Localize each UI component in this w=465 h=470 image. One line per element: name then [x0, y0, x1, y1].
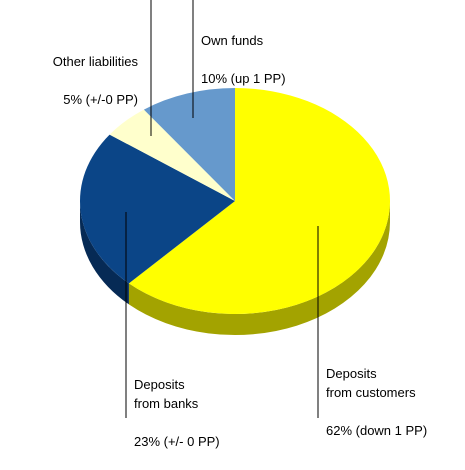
label: Own funds 10% (up 1 PP) — [201, 12, 286, 107]
label-name: Deposits from customers — [326, 366, 416, 400]
slice — [128, 88, 391, 314]
slice-side — [128, 201, 390, 335]
label-name: Own funds — [201, 33, 264, 48]
label-value: 23% (+/- 0 PP) — [134, 434, 220, 449]
label-value: 5% (+/-0 PP) — [63, 92, 138, 107]
slice — [79, 134, 235, 284]
label: Deposits from customers 62% (down 1 PP) — [326, 345, 427, 459]
slice — [143, 88, 235, 201]
label-value: 62% (down 1 PP) — [326, 423, 428, 438]
label-value: 10% (up 1 PP) — [201, 71, 286, 86]
slices — [79, 88, 391, 314]
chart — [79, 0, 391, 418]
slice-side — [80, 201, 129, 305]
label-name: Other liabilities — [52, 54, 138, 69]
sides — [80, 201, 390, 335]
page: Deposits from customers 62% (down 1 PP) … — [52, 0, 428, 449]
slice — [109, 109, 235, 201]
label: Other liabilities 5% (+/-0 PP) — [53, 33, 138, 128]
leaders — [125, 0, 319, 418]
label-name: Deposits from banks — [134, 377, 199, 411]
label: Deposits from banks 23% (+/- 0 PP) — [134, 356, 220, 470]
